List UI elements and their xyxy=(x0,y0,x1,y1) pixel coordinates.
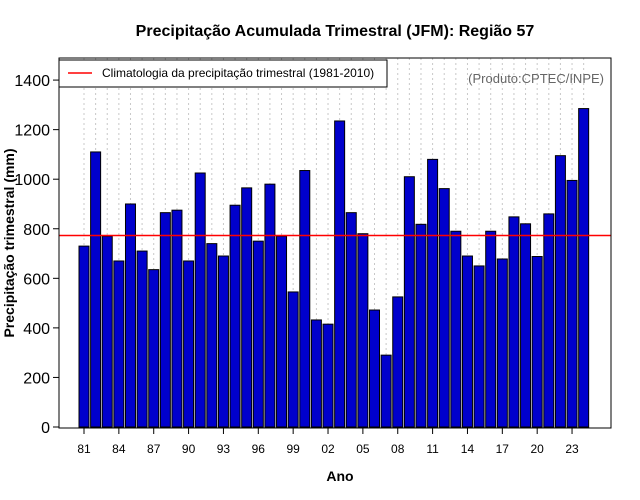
bar-2007 xyxy=(380,354,392,428)
x-tick-label-1984: 84 xyxy=(112,442,126,456)
legend-label: Climatologia da precipitação trimestral … xyxy=(102,66,374,80)
x-tick-label-1990: 90 xyxy=(182,442,196,456)
bar-2005 xyxy=(357,233,369,428)
bar-2000 xyxy=(299,170,311,428)
y-axis-label: Precipitação trimestral (mm) xyxy=(1,148,17,337)
y-tick-label-1000: 1000 xyxy=(14,172,50,189)
y-tick-label-200: 200 xyxy=(23,370,50,387)
x-tick-label-1981: 81 xyxy=(77,442,91,456)
bar-2010 xyxy=(415,223,427,428)
bar-1988 xyxy=(159,212,171,428)
bar-2014 xyxy=(461,255,473,428)
bar-1999 xyxy=(287,291,299,428)
bar-1986 xyxy=(136,250,148,428)
bar-1981 xyxy=(78,245,90,428)
x-tick-label-1996: 96 xyxy=(252,442,266,456)
bar-1983 xyxy=(101,235,113,428)
bar-2003 xyxy=(334,120,346,428)
bar-2015 xyxy=(473,265,485,428)
bar-2006 xyxy=(369,309,380,428)
bar-2009 xyxy=(403,176,415,428)
bar-2016 xyxy=(485,230,497,428)
y-tick-label-1200: 1200 xyxy=(14,123,50,140)
bar-2024 xyxy=(578,108,590,428)
bar-1989 xyxy=(171,209,183,428)
x-tick-label-2002: 02 xyxy=(321,442,335,456)
y-tick-label-0: 0 xyxy=(41,420,50,437)
x-axis-label: Ano xyxy=(326,468,353,484)
bar-2011 xyxy=(427,158,439,428)
bar-2018 xyxy=(508,216,520,428)
x-tick-label-2017: 17 xyxy=(496,442,510,456)
legend-box xyxy=(58,59,388,88)
bar-2002 xyxy=(322,323,334,428)
x-tick-label-1993: 93 xyxy=(217,442,231,456)
bar-2017 xyxy=(496,258,508,428)
bar-1990 xyxy=(183,260,195,428)
bar-1997 xyxy=(264,183,276,428)
bar-2021 xyxy=(543,213,555,428)
bar-1982 xyxy=(90,151,102,428)
y-axis: 0 200 400 600 800 1000 1200 1400 xyxy=(14,73,59,437)
bar-2023 xyxy=(566,179,578,428)
x-tick-label-2020: 20 xyxy=(531,442,545,456)
y-tick-label-1400: 1400 xyxy=(14,73,50,90)
bar-1992 xyxy=(206,243,218,428)
bar-2022 xyxy=(554,155,566,428)
bar-1995 xyxy=(241,187,253,428)
legend: Climatologia da precipitação trimestral … xyxy=(58,59,388,88)
plot-frame xyxy=(58,57,612,429)
bar-2020 xyxy=(531,256,543,428)
bar-1991 xyxy=(194,172,206,428)
x-tick-label-2023: 23 xyxy=(565,442,579,456)
bar-2019 xyxy=(520,223,532,428)
chart-title: Precipitação Acumulada Trimestral (JFM):… xyxy=(136,23,535,40)
credit-text: (Produto:CPTEC/INPE) xyxy=(468,71,604,86)
bar-2001 xyxy=(310,319,322,428)
y-tick-label-800: 800 xyxy=(23,222,50,239)
bar-1993 xyxy=(217,255,229,428)
bar-2004 xyxy=(345,212,357,428)
bars-layer xyxy=(78,108,590,428)
x-tick-label-2005: 05 xyxy=(356,442,370,456)
x-axis: 81 84 87 90 93 96 99 02 05 08 11 14 17 20 23 xyxy=(77,428,579,456)
bar-1996 xyxy=(252,240,264,428)
bar-2008 xyxy=(392,296,404,428)
x-tick-label-2014: 14 xyxy=(461,442,475,456)
y-tick-label-600: 600 xyxy=(23,271,50,288)
y-tick-label-400: 400 xyxy=(23,321,50,338)
bar-2013 xyxy=(450,230,462,428)
bar-1985 xyxy=(124,203,136,428)
bar-1998 xyxy=(276,235,288,428)
x-tick-label-2011: 11 xyxy=(426,442,439,456)
bar-2012 xyxy=(438,188,450,428)
x-tick-label-1999: 99 xyxy=(286,442,300,456)
bar-1994 xyxy=(229,204,241,428)
bar-1984 xyxy=(113,260,125,428)
bar-1987 xyxy=(148,269,160,428)
x-tick-label-2008: 08 xyxy=(391,442,405,456)
x-tick-label-1987: 87 xyxy=(147,442,161,456)
